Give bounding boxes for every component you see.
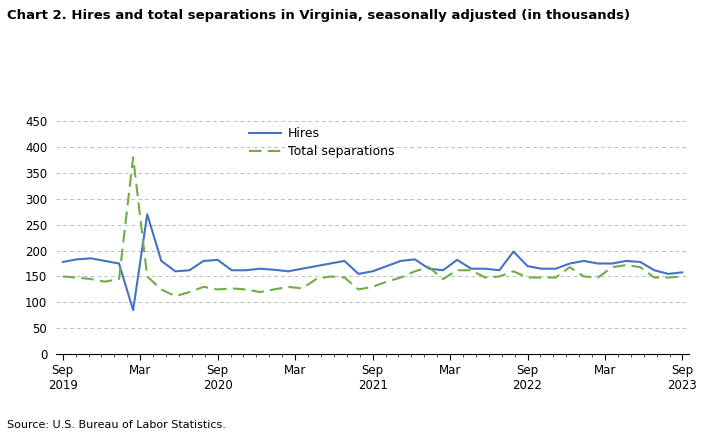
Total separations [340, 275, 349, 280]
Hires [664, 271, 673, 276]
Hires [340, 258, 349, 264]
Total separations [453, 268, 461, 273]
Total separations [396, 275, 405, 280]
Hires [326, 261, 335, 266]
Hires [270, 267, 278, 272]
Total separations [594, 275, 602, 280]
Total separations [101, 279, 109, 284]
Total separations [284, 284, 292, 289]
Hires [200, 258, 208, 264]
Total separations [678, 274, 687, 279]
Total separations [143, 274, 151, 279]
Total separations [171, 294, 179, 299]
Hires [650, 268, 659, 273]
Hires [115, 261, 123, 266]
Total separations [228, 286, 236, 291]
Total separations [636, 264, 645, 270]
Hires [86, 256, 95, 261]
Total separations [382, 279, 391, 284]
Total separations [566, 264, 574, 270]
Total separations [551, 275, 560, 280]
Total separations [200, 284, 208, 289]
Hires [171, 269, 179, 274]
Total separations [270, 287, 278, 292]
Hires [678, 270, 687, 275]
Legend: Hires, Total separations: Hires, Total separations [250, 127, 394, 158]
Total separations [650, 275, 659, 280]
Total separations [523, 275, 531, 280]
Hires [495, 268, 503, 273]
Total separations [354, 287, 363, 292]
Hires [453, 257, 461, 263]
Hires [129, 308, 137, 313]
Hires [537, 266, 546, 271]
Hires [481, 266, 489, 271]
Total separations [411, 269, 419, 274]
Total separations [157, 287, 165, 292]
Hires [256, 266, 264, 271]
Total separations [256, 289, 264, 295]
Total separations [58, 274, 67, 279]
Hires [312, 264, 321, 269]
Hires [382, 264, 391, 269]
Text: Chart 2. Hires and total separations in Virginia, seasonally adjusted (in thousa: Chart 2. Hires and total separations in … [7, 9, 630, 22]
Total separations [580, 274, 588, 279]
Text: Source: U.S. Bureau of Labor Statistics.: Source: U.S. Bureau of Labor Statistics. [7, 420, 226, 430]
Hires [214, 257, 222, 263]
Hires [509, 249, 517, 254]
Total separations [72, 275, 81, 280]
Hires [298, 266, 307, 271]
Hires [72, 257, 81, 262]
Total separations [326, 274, 335, 279]
Hires [354, 271, 363, 276]
Total separations [481, 275, 489, 280]
Total separations [129, 155, 137, 160]
Line: Hires: Hires [63, 214, 683, 310]
Hires [551, 266, 560, 271]
Total separations [186, 289, 194, 295]
Total separations [115, 276, 123, 282]
Total separations [242, 287, 250, 292]
Total separations [608, 264, 617, 270]
Total separations [622, 263, 631, 268]
Hires [284, 269, 292, 274]
Hires [58, 259, 67, 264]
Total separations [368, 284, 377, 289]
Total separations [425, 264, 433, 270]
Total separations [439, 276, 447, 282]
Total separations [312, 276, 321, 282]
Hires [396, 258, 405, 264]
Total separations [509, 269, 517, 274]
Total separations [467, 268, 475, 273]
Total separations [664, 275, 673, 280]
Hires [439, 268, 447, 273]
Hires [368, 269, 377, 274]
Total separations [495, 274, 503, 279]
Line: Total separations: Total separations [63, 157, 683, 296]
Hires [566, 261, 574, 266]
Hires [523, 264, 531, 269]
Total separations [537, 275, 546, 280]
Hires [467, 266, 475, 271]
Hires [101, 258, 109, 264]
Hires [157, 258, 165, 264]
Hires [425, 266, 433, 271]
Hires [143, 212, 151, 217]
Hires [580, 258, 588, 264]
Total separations [298, 286, 307, 291]
Hires [186, 268, 194, 273]
Total separations [214, 287, 222, 292]
Hires [411, 257, 419, 262]
Hires [228, 268, 236, 273]
Hires [608, 261, 617, 266]
Hires [242, 268, 250, 273]
Hires [594, 261, 602, 266]
Total separations [86, 276, 95, 282]
Hires [622, 258, 631, 264]
Hires [636, 259, 645, 264]
